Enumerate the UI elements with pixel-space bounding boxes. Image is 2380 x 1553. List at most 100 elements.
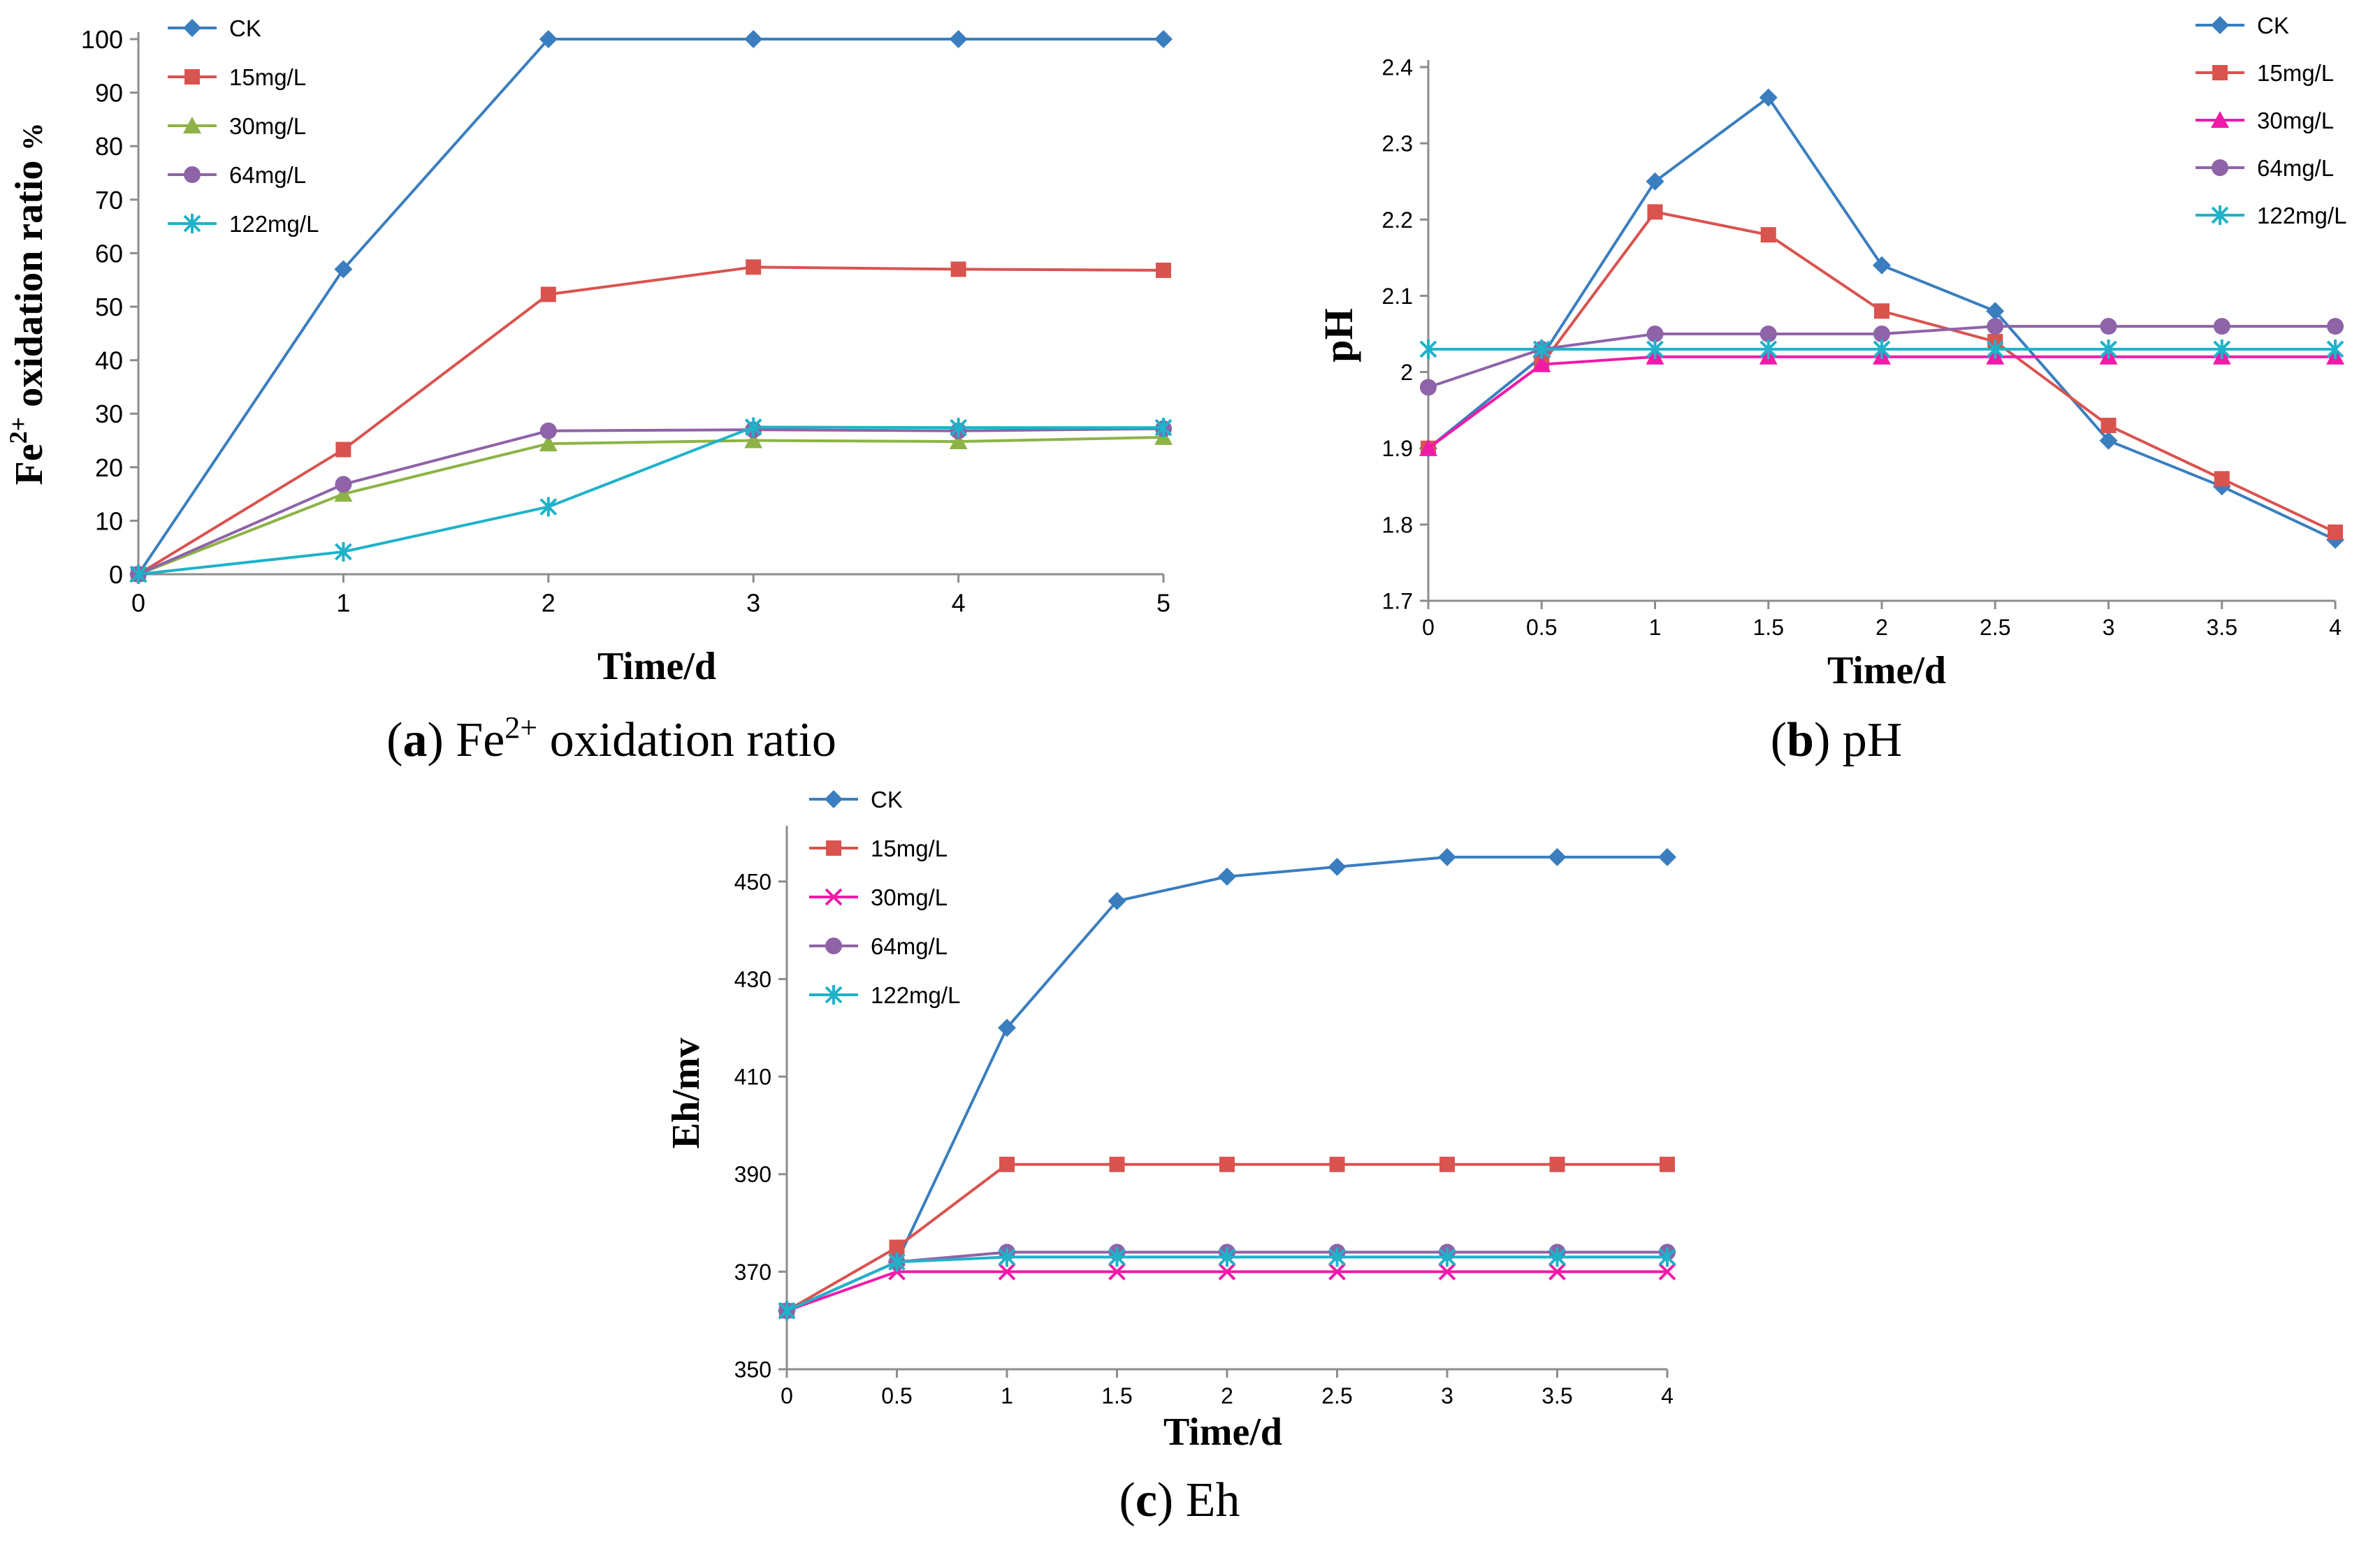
legend-item: 30mg/L [809, 884, 948, 910]
legend-item: CK [2196, 13, 2289, 38]
data-point [744, 417, 762, 437]
x-tick-label: 0.5 [1526, 615, 1557, 640]
data-point [999, 1156, 1015, 1172]
series-15mg-L [131, 259, 1171, 582]
x-tick-label: 1 [1649, 615, 1662, 640]
legend-item: 122mg/L [168, 211, 319, 237]
legend-item: 64mg/L [2196, 155, 2334, 181]
data-point [539, 30, 558, 48]
x-tick-label: 1 [336, 588, 350, 617]
legend-label: 64mg/L [2257, 155, 2334, 181]
y-tick-label: 50 [95, 293, 123, 321]
data-point [1154, 30, 1173, 48]
panel-a-y-axis-label: Fe2+ oxidation ratio % [4, 123, 51, 486]
legend-marker [825, 888, 843, 906]
panel-c-series [778, 847, 1676, 1321]
data-point [539, 435, 558, 452]
panel-a-x-axis-label: Time/d [597, 645, 716, 688]
data-point [2099, 431, 2118, 450]
data-point [2100, 318, 2117, 335]
panel-b-caption-letter: b [1787, 713, 1814, 767]
data-point [1328, 857, 1347, 876]
x-tick-label: 4 [952, 588, 966, 617]
legend-label: 64mg/L [871, 933, 948, 959]
data-point [2100, 417, 2117, 433]
x-tick-label: 2 [1221, 1383, 1233, 1408]
panel-c-eh-chart: 350 370 390 410 430 450 0 0.5 1 1.5 2 2.5 3 3.5 4 CK 15… [665, 787, 1676, 1527]
legend-item: 30mg/L [2196, 108, 2334, 133]
data-point [1532, 355, 1551, 372]
y-tick-label: 370 [734, 1260, 771, 1285]
panel-a-fe-oxidation-chart: 0 10 20 30 40 50 60 70 80 90 100 0 1 2 3 4 5 CK 15mg/L 30m… [4, 15, 1173, 767]
data-point [1646, 339, 1664, 359]
data-point [1419, 439, 1437, 456]
data-point [1328, 1262, 1346, 1281]
x-tick-label: 3.5 [1541, 1383, 1572, 1408]
y-tick-label: 60 [95, 239, 123, 268]
legend-label: CK [229, 15, 261, 41]
legend-marker [825, 985, 843, 1005]
panel-b-ph-chart: 1.71.81.922.12.22.32.40 0.5 1 1.5 2 2.5 3 3.5 4 … [1316, 13, 2346, 767]
panel-c-caption-text: Eh [1186, 1473, 1240, 1527]
series-line [138, 435, 1164, 576]
data-point [1874, 303, 1889, 319]
data-point [2213, 339, 2231, 359]
y-tick-label: 40 [95, 347, 123, 375]
series-line [786, 1162, 1667, 1312]
x-tick-label: 0 [781, 1383, 793, 1408]
data-point [998, 1247, 1016, 1267]
panel-b-series [1419, 88, 2344, 549]
data-point [889, 1239, 905, 1255]
x-tick-label: 3 [746, 588, 760, 617]
data-point [950, 418, 968, 438]
series-122mg-L [129, 417, 1173, 584]
legend-label: 30mg/L [2257, 108, 2334, 133]
x-tick-label: 1 [1001, 1383, 1013, 1408]
panel-a-legend: CK 15mg/L 30mg/L 64mg/L 122mg/L [168, 15, 319, 237]
legend-item: CK [809, 787, 903, 812]
y-tick-label: 0 [109, 560, 123, 589]
x-tick-label: 0 [1422, 615, 1435, 640]
data-point [2213, 318, 2230, 335]
legend-label: 122mg/L [871, 982, 960, 1008]
y-tick-label: 1.9 [1382, 436, 1413, 461]
data-point [746, 259, 762, 275]
data-point [539, 497, 558, 517]
panel-b-caption-text: pH [1843, 713, 1903, 767]
data-point [1108, 1247, 1126, 1267]
legend-item: 30mg/L [168, 113, 306, 139]
data-point [1658, 1247, 1676, 1267]
data-point [744, 431, 763, 449]
data-point [1548, 1262, 1566, 1281]
legend-label: CK [2257, 13, 2289, 38]
x-tick-label: 2.5 [1980, 615, 2010, 640]
data-point [1759, 339, 1778, 359]
data-point [1873, 326, 1890, 342]
legend-marker [184, 166, 201, 183]
data-point [1420, 379, 1437, 396]
data-point [744, 30, 763, 48]
data-point [1328, 1247, 1346, 1267]
data-point [1218, 867, 1236, 886]
x-tick-label: 3.5 [2207, 615, 2237, 640]
data-point [950, 261, 966, 277]
panel-c-legend: CK 15mg/L 30mg/L 64mg/L 122mg/L [809, 787, 960, 1008]
data-point [1532, 339, 1551, 359]
data-point [1218, 1262, 1236, 1281]
y-tick-label: 2.4 [1382, 55, 1413, 80]
y-tick-label: 10 [95, 506, 123, 535]
x-tick-label: 0 [131, 588, 145, 617]
panel-c-x-axis-label: Time/d [1163, 1410, 1282, 1454]
data-point [1658, 1262, 1676, 1281]
legend-label: 122mg/L [229, 211, 319, 237]
data-point [334, 541, 352, 562]
legend-item: 15mg/L [2196, 60, 2334, 86]
x-tick-label: 1.5 [1753, 615, 1784, 640]
legend-label: 64mg/L [229, 162, 306, 188]
data-point [540, 286, 556, 302]
data-point [1646, 326, 1664, 342]
legend-marker [2211, 205, 2229, 225]
legend-item: 15mg/L [168, 64, 306, 90]
panel-a-series [129, 30, 1173, 584]
legend-item: 64mg/L [168, 162, 306, 188]
